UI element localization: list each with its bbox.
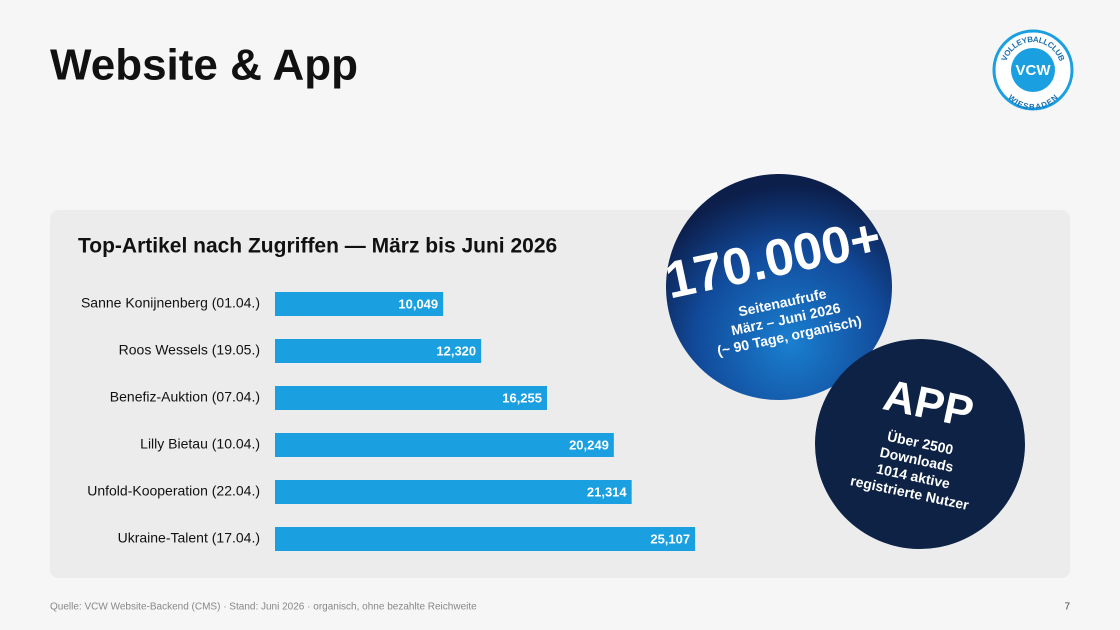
bar bbox=[275, 433, 614, 457]
bar bbox=[275, 339, 482, 363]
bar bbox=[275, 386, 548, 410]
bar-chart: Sanne Konijnenberg (01.04.) 10,049 Roos We… bbox=[81, 292, 696, 551]
category-label: Ukraine-Talent (17.04.) bbox=[118, 530, 260, 546]
chart-title: Top-Artikel nach Zugriffen — März bis Ju… bbox=[78, 235, 557, 258]
value-label: 25,107 bbox=[650, 531, 690, 546]
bar bbox=[275, 527, 696, 551]
value-label: 16,255 bbox=[502, 390, 542, 405]
bar bbox=[275, 480, 632, 504]
category-label: Unfold-Kooperation (22.04.) bbox=[87, 483, 260, 499]
value-label: 21,314 bbox=[587, 484, 628, 499]
bar bbox=[275, 292, 444, 316]
value-label: 20,249 bbox=[569, 437, 609, 452]
category-label: Sanne Konijnenberg (01.04.) bbox=[81, 295, 260, 311]
value-label: 12,320 bbox=[436, 343, 476, 358]
logo-core bbox=[1011, 48, 1055, 92]
page-number: 7 bbox=[1064, 602, 1070, 613]
category-label: Roos Wessels (19.05.) bbox=[119, 342, 260, 358]
badge-app: APP Über 2500 Downloads 1014 aktive regi… bbox=[815, 339, 1025, 549]
value-label: 10,049 bbox=[398, 296, 438, 311]
badge-circle bbox=[815, 339, 1025, 549]
category-label: Benefiz-Auktion (07.04.) bbox=[110, 389, 260, 405]
logo: VOLLEYBALLCLUB VCW WIESBADEN bbox=[992, 29, 1074, 112]
badge-views: 170.000+ Seitenaufrufe März – Juni 2026 … bbox=[660, 174, 892, 400]
slide-title: Website & App bbox=[50, 41, 358, 90]
logo-center: VCW bbox=[1016, 62, 1052, 79]
category-label: Lilly Bietau (10.04.) bbox=[140, 436, 260, 452]
footer-source: Quelle: VCW Website-Backend (CMS) · Stan… bbox=[50, 602, 477, 613]
badge-circle bbox=[666, 174, 892, 400]
